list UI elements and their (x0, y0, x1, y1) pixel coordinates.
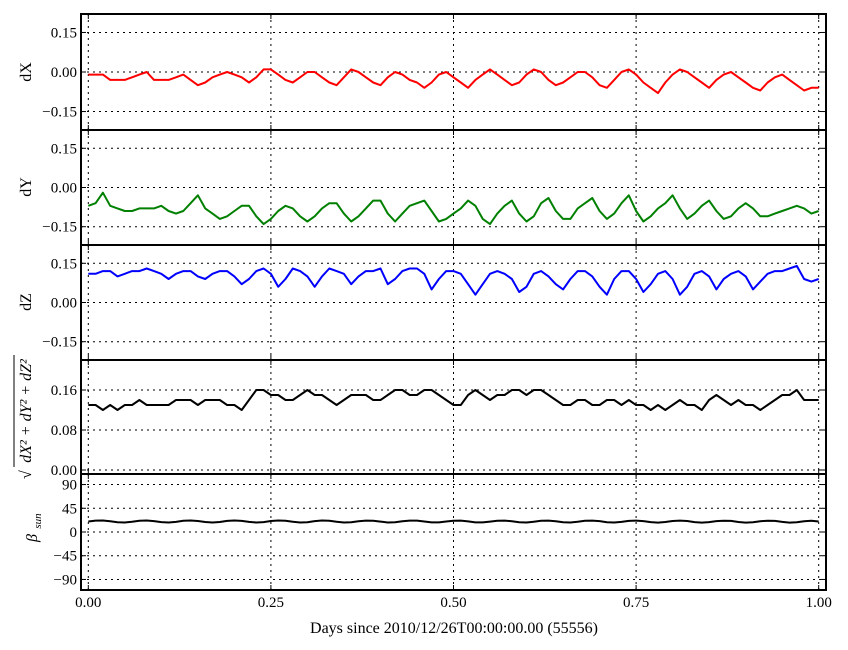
ylabel-dy: dY (18, 177, 35, 197)
y-tick-label: −0.15 (42, 220, 77, 236)
x-tick-label: 1.00 (806, 595, 832, 611)
y-tick-label: 0.15 (51, 141, 77, 157)
x-tick-label: 0.75 (623, 595, 649, 611)
beta-symbol: β (24, 534, 41, 543)
x-tick-label: 0.50 (440, 595, 466, 611)
y-tick-label: −90 (54, 572, 77, 588)
y-tick-label: 0.16 (51, 383, 78, 399)
x-tick-labels: 0.00 0.25 0.50 0.75 1.00 (75, 595, 832, 611)
beta-subscript: sun (32, 513, 44, 529)
series-line-3 (88, 264, 820, 296)
series-line-1 (88, 68, 819, 95)
subplots: 0.150.00−0.150.150.00−0.150.150.00−0.150… (42, 13, 827, 591)
axes-frame (80, 473, 827, 591)
magnitude-expression: dX² + dY² + dZ² (18, 358, 35, 463)
ylabel-dz: dZ (18, 293, 35, 311)
series-line-2 (87, 191, 820, 226)
series-line-5 (88, 519, 819, 524)
y-tick-label: 0 (70, 525, 78, 541)
y-tick-label: −0.15 (42, 105, 77, 121)
y-tick-label: 45 (62, 501, 77, 517)
y-tick-label: 0.15 (51, 256, 77, 272)
y-tick-label: 0.00 (51, 65, 77, 81)
subplot-4: 0.16 0.08 0.00 (51, 359, 827, 479)
y-tick-label: 90 (62, 478, 77, 494)
x-tick-label: 0.25 (258, 595, 284, 611)
ylabel-beta-sun: β sun (24, 513, 44, 543)
y-tick-label: −45 (54, 549, 77, 565)
subplot-5: 90 45 0 −45 −90 (54, 473, 827, 591)
ylabel-magnitude: √ dX² + dY² + dZ² (13, 355, 35, 479)
y-tick-label: 0.15 (51, 25, 77, 41)
subplot-1: 0.15 0.00 −0.15 (42, 13, 827, 131)
y-tick-label: −0.15 (42, 335, 77, 351)
x-axis-label: Days since 2010/12/26T00:00:00.00 (55556… (310, 620, 598, 637)
y-tick-label: 0.00 (51, 463, 77, 479)
y-tick-label: 0.00 (51, 296, 77, 312)
ylabel-dx: dX (18, 62, 35, 82)
y-tick-label: 0.08 (51, 423, 77, 439)
y-tick-label: 0.00 (51, 181, 77, 197)
sqrt-symbol: √ (18, 470, 35, 479)
subplot-3: 0.15 0.00 −0.15 (42, 244, 827, 361)
x-tick-label: 0.00 (75, 595, 101, 611)
series-line-4 (88, 389, 819, 411)
subplot-2: 0.15 0.00 −0.15 (42, 129, 827, 246)
